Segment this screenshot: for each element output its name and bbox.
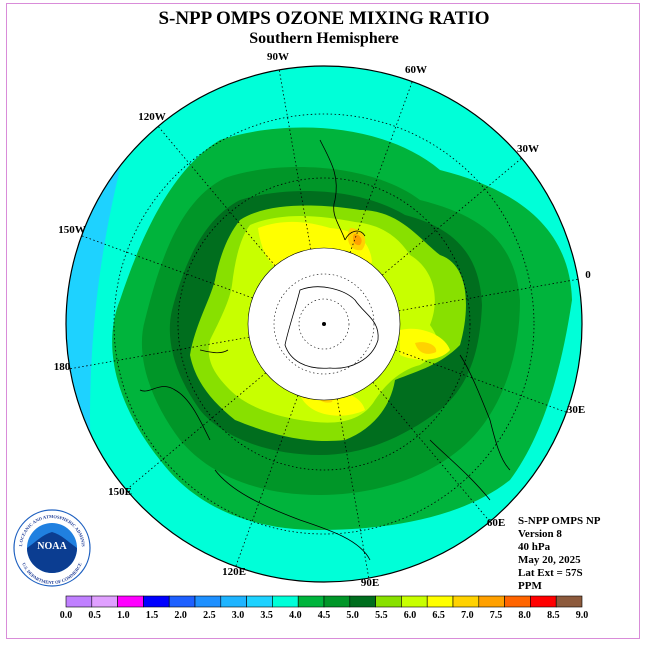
polar-gap-grid (273, 273, 375, 375)
colorbar-swatch (220, 595, 247, 608)
lon-label-150e: 150E (108, 486, 132, 498)
colorbar-swatch (452, 595, 480, 608)
longitude-labels: 90W 60W 30W 0 30E 60E 90E 120E 150E 180 … (54, 51, 592, 589)
lon-label-90w: 90W (267, 51, 289, 63)
figure-frame (6, 3, 640, 639)
colorbar-swatch (555, 595, 583, 608)
colorbar-tick-label: 1.0 (117, 610, 130, 621)
lon-label-0: 0 (585, 269, 591, 281)
lon-label-30e: 30E (567, 404, 585, 416)
info-date: May 20, 2025 (518, 554, 581, 566)
colorbar-swatch (504, 595, 531, 608)
lon-label-120e: 120E (222, 566, 246, 578)
colorbar-tick-label: 2.5 (203, 610, 216, 621)
map-subtitle: Southern Hemisphere (249, 30, 399, 47)
colorbar-swatch (65, 595, 93, 608)
colorbar-swatch (478, 595, 505, 608)
map-title: S-NPP OMPS OZONE MIXING RATIO (158, 8, 490, 29)
colorbar-swatch (530, 595, 557, 608)
info-panel: S-NPP OMPS NP Version 8 40 hPa May 20, 2… (518, 515, 601, 593)
colorbar-tick-label: 7.0 (461, 610, 474, 621)
colorbar-tick-label: 3.0 (232, 610, 245, 621)
colorbar-tick-label: 6.5 (432, 610, 445, 621)
antarctica-outline (284, 286, 379, 369)
colorbar-tick-label: 8.0 (518, 610, 531, 621)
info-units: PPM (518, 580, 542, 592)
colorbar-tick-label: 4.5 (318, 610, 331, 621)
lon-label-60w: 60W (405, 64, 427, 76)
colorbar-swatch (349, 595, 376, 608)
info-version: Version 8 (518, 528, 562, 540)
colorbar-swatch (194, 595, 222, 608)
colorbar: 0.0 0.5 1.0 1.5 2.0 2.5 3.0 3.5 4.0 4.5 5.0 5.5 6.0 6… (60, 595, 589, 621)
info-pressure: 40 hPa (518, 541, 551, 553)
colorbar-tick-label: 2.0 (174, 610, 187, 621)
colorbar-tick-label: 0.5 (88, 610, 101, 621)
colorbar-tick-label: 6.0 (404, 610, 417, 621)
colorbar-tick-label: 0.0 (60, 610, 73, 621)
lon-label-30w: 30W (517, 143, 539, 155)
lon-label-90e: 90E (361, 577, 379, 589)
band-7-5 (352, 234, 362, 246)
colorbar-swatch (375, 595, 402, 608)
lon-label-60e: 60E (487, 517, 505, 529)
lon-label-150w: 150W (58, 224, 86, 236)
colorbar-swatch (91, 595, 118, 608)
colorbar-swatch (246, 595, 273, 608)
logo-bird (27, 532, 77, 573)
colorbar-tick-label: 4.0 (289, 610, 302, 621)
colorbar-swatch (143, 595, 170, 608)
colorbar-swatch (297, 595, 325, 608)
ozone-field (66, 66, 582, 582)
colorbar-swatch (117, 595, 144, 608)
map-boundary (65, 65, 583, 583)
colorbar-tick-label: 9.0 (576, 610, 589, 621)
info-lat-extent: Lat Ext = 57S (518, 567, 583, 579)
south-pole-marker (322, 322, 326, 326)
colorbar-swatch (272, 595, 299, 608)
colorbar-tick-label: 1.5 (146, 610, 159, 621)
colorbar-swatch (323, 595, 351, 608)
colorbar-tick-label: 5.5 (375, 610, 388, 621)
colorbar-tick-label: 7.5 (490, 610, 503, 621)
lon-label-120w: 120W (138, 111, 166, 123)
info-instrument: S-NPP OMPS NP (518, 515, 601, 527)
colorbar-swatch (401, 595, 428, 608)
lon-label-180: 180 (54, 361, 71, 373)
graticule (113, 113, 535, 535)
colorbar-swatch (426, 595, 454, 608)
colorbar-tick-label: 5.0 (346, 610, 359, 621)
colorbar-swatch (168, 595, 196, 608)
logo-text: NOAA (37, 541, 67, 552)
coastlines (139, 139, 511, 561)
colorbar-tick-label: 3.5 (260, 610, 273, 621)
colorbar-tick-label: 8.5 (547, 610, 560, 621)
